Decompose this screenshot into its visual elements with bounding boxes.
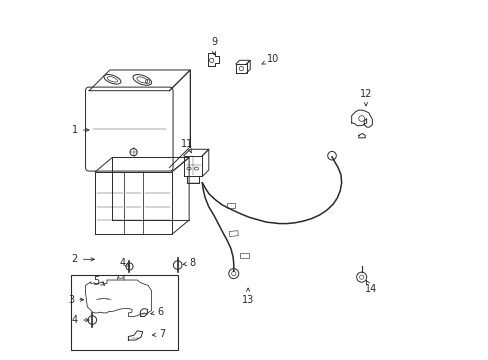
Bar [71, 275, 178, 350]
Text: 5: 5 [93, 276, 104, 286]
Bar [229, 231, 238, 237]
Text: 6: 6 [150, 307, 163, 317]
Text: 3: 3 [68, 295, 83, 305]
Text: 13: 13 [242, 288, 254, 305]
Text: 8: 8 [183, 258, 195, 268]
Text: 12: 12 [359, 89, 371, 106]
Text: 14: 14 [365, 281, 377, 294]
Text: 2: 2 [72, 254, 94, 264]
Text: 11: 11 [181, 139, 193, 152]
Text: 4: 4 [120, 258, 129, 268]
Text: 10: 10 [261, 54, 279, 64]
Bar [226, 203, 235, 208]
Bar [240, 252, 248, 257]
Text: 4: 4 [72, 315, 89, 325]
Text: 1: 1 [72, 125, 89, 135]
Text: 9: 9 [211, 37, 217, 55]
Text: 7: 7 [152, 329, 165, 339]
